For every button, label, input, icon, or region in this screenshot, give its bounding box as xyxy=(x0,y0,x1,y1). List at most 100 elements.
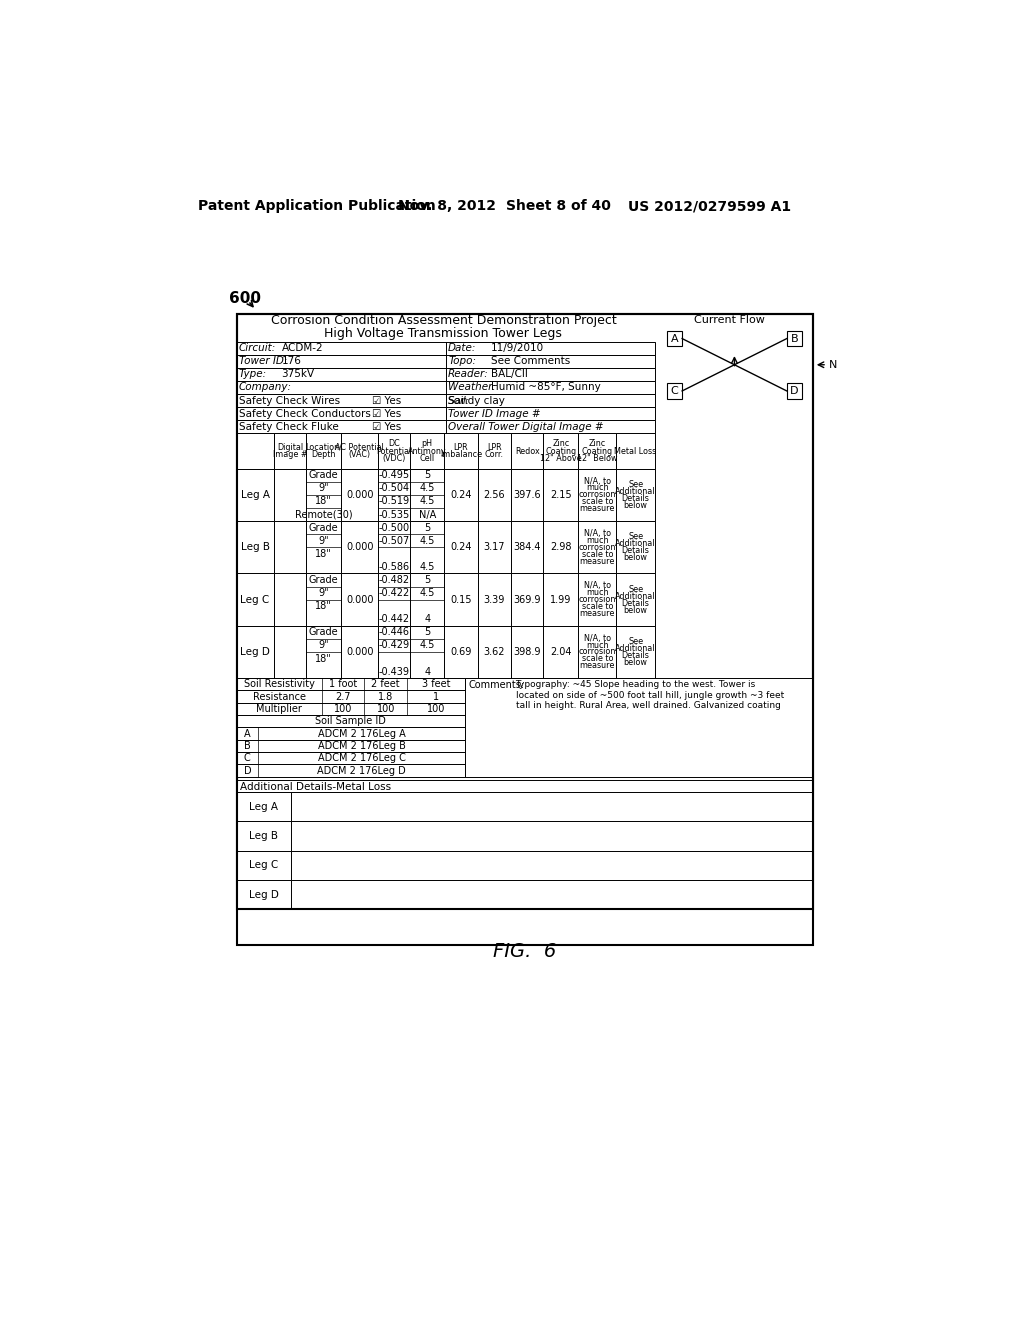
Text: Weather:: Weather: xyxy=(449,383,496,392)
Text: Soil Resistivity: Soil Resistivity xyxy=(244,680,314,689)
Text: Additional Details-Metal Loss: Additional Details-Metal Loss xyxy=(240,781,391,792)
Text: -0.429: -0.429 xyxy=(379,640,410,651)
Text: 4.5: 4.5 xyxy=(420,536,435,545)
Text: See: See xyxy=(628,585,643,594)
Text: Details: Details xyxy=(622,651,649,660)
Text: N/A: N/A xyxy=(419,510,436,520)
Text: A: A xyxy=(671,334,678,343)
Bar xyxy=(237,792,813,821)
Bar xyxy=(341,433,378,469)
Text: Overall Tower Digital Image #: Overall Tower Digital Image # xyxy=(449,422,604,432)
Bar xyxy=(306,469,341,521)
Bar xyxy=(273,469,306,521)
Text: scale to: scale to xyxy=(582,655,613,664)
Text: D: D xyxy=(244,766,251,776)
Bar xyxy=(237,880,291,909)
Text: -0.482: -0.482 xyxy=(379,576,410,585)
Text: measure: measure xyxy=(580,661,615,671)
Bar xyxy=(237,678,465,690)
Text: See Comments: See Comments xyxy=(490,356,570,366)
Text: Location/: Location/ xyxy=(305,442,342,451)
Bar xyxy=(306,521,341,573)
Bar xyxy=(378,626,410,678)
Text: Safety Check Conductors: Safety Check Conductors xyxy=(239,409,371,418)
Bar xyxy=(378,433,410,469)
Text: 3.62: 3.62 xyxy=(483,647,505,657)
Text: -0.519: -0.519 xyxy=(379,496,410,507)
Bar xyxy=(237,433,273,469)
Text: 9": 9" xyxy=(318,589,329,598)
Text: Leg A: Leg A xyxy=(249,801,279,812)
Bar xyxy=(786,331,802,346)
Text: Coating: Coating xyxy=(545,446,577,455)
Text: Topo:: Topo: xyxy=(449,356,476,366)
Text: -0.507: -0.507 xyxy=(379,536,410,545)
Text: 18": 18" xyxy=(315,601,332,611)
Text: 0.000: 0.000 xyxy=(346,594,374,605)
Text: US 2012/0279599 A1: US 2012/0279599 A1 xyxy=(628,199,791,213)
Text: 3 feet: 3 feet xyxy=(422,680,451,689)
Bar xyxy=(237,850,813,880)
Text: corrosion: corrosion xyxy=(579,595,616,605)
Bar xyxy=(341,521,378,573)
Text: Depth: Depth xyxy=(311,450,336,459)
Text: 0.000: 0.000 xyxy=(346,647,374,657)
Text: Sheet 8 of 40: Sheet 8 of 40 xyxy=(506,199,611,213)
Text: 5: 5 xyxy=(424,470,430,480)
Text: C: C xyxy=(671,385,678,396)
Bar xyxy=(306,433,341,469)
Text: See: See xyxy=(628,480,643,488)
Text: 4.5: 4.5 xyxy=(420,562,435,572)
Bar xyxy=(273,521,306,573)
Text: -0.422: -0.422 xyxy=(379,589,410,598)
Bar xyxy=(511,573,544,626)
Bar xyxy=(444,433,477,469)
Bar xyxy=(378,573,410,626)
Text: (VAC): (VAC) xyxy=(348,450,371,459)
Bar xyxy=(237,573,273,626)
Text: B: B xyxy=(791,334,799,343)
Bar xyxy=(511,626,544,678)
Bar xyxy=(237,626,273,678)
Text: 18": 18" xyxy=(315,653,332,664)
Text: 369.9: 369.9 xyxy=(513,594,541,605)
Bar xyxy=(544,573,579,626)
Bar xyxy=(477,521,511,573)
Text: C: C xyxy=(244,754,251,763)
Text: ADCM 2 176Leg D: ADCM 2 176Leg D xyxy=(317,766,407,776)
Text: Typography: ~45 Slope heading to the west. Tower is
located on side of ~500 foot: Typography: ~45 Slope heading to the wes… xyxy=(515,681,783,710)
Bar xyxy=(544,626,579,678)
Text: 4.5: 4.5 xyxy=(420,640,435,651)
Text: Details: Details xyxy=(622,546,649,556)
Text: Patent Application Publication: Patent Application Publication xyxy=(198,199,435,213)
Text: N/A, to: N/A, to xyxy=(584,634,611,643)
Text: measure: measure xyxy=(580,504,615,513)
Bar xyxy=(477,626,511,678)
Text: Additional: Additional xyxy=(615,487,656,496)
Text: measure: measure xyxy=(580,557,615,565)
Bar xyxy=(378,521,410,573)
Text: Grade: Grade xyxy=(309,576,339,585)
Text: Zinc: Zinc xyxy=(552,438,569,447)
Text: Details: Details xyxy=(622,494,649,503)
Text: 12" Below: 12" Below xyxy=(577,454,617,463)
Text: High Voltage Transmission Tower Legs: High Voltage Transmission Tower Legs xyxy=(325,327,562,341)
Text: N: N xyxy=(828,360,837,370)
Bar xyxy=(410,521,444,573)
Text: much: much xyxy=(586,589,608,597)
Text: Digital: Digital xyxy=(276,442,303,451)
Text: 4.5: 4.5 xyxy=(420,483,435,494)
Text: 1: 1 xyxy=(433,692,439,702)
Text: ADCM 2 176Leg C: ADCM 2 176Leg C xyxy=(317,754,406,763)
Bar xyxy=(477,469,511,521)
Text: 0.000: 0.000 xyxy=(346,543,374,552)
Text: 0.69: 0.69 xyxy=(451,647,471,657)
Text: 2 feet: 2 feet xyxy=(372,680,400,689)
Text: Potential: Potential xyxy=(377,446,412,455)
Bar xyxy=(477,573,511,626)
Text: Nov. 8, 2012: Nov. 8, 2012 xyxy=(397,199,496,213)
Text: 1 foot: 1 foot xyxy=(329,680,357,689)
Bar xyxy=(410,626,444,678)
Bar xyxy=(579,573,616,626)
Text: 0.24: 0.24 xyxy=(451,490,472,500)
